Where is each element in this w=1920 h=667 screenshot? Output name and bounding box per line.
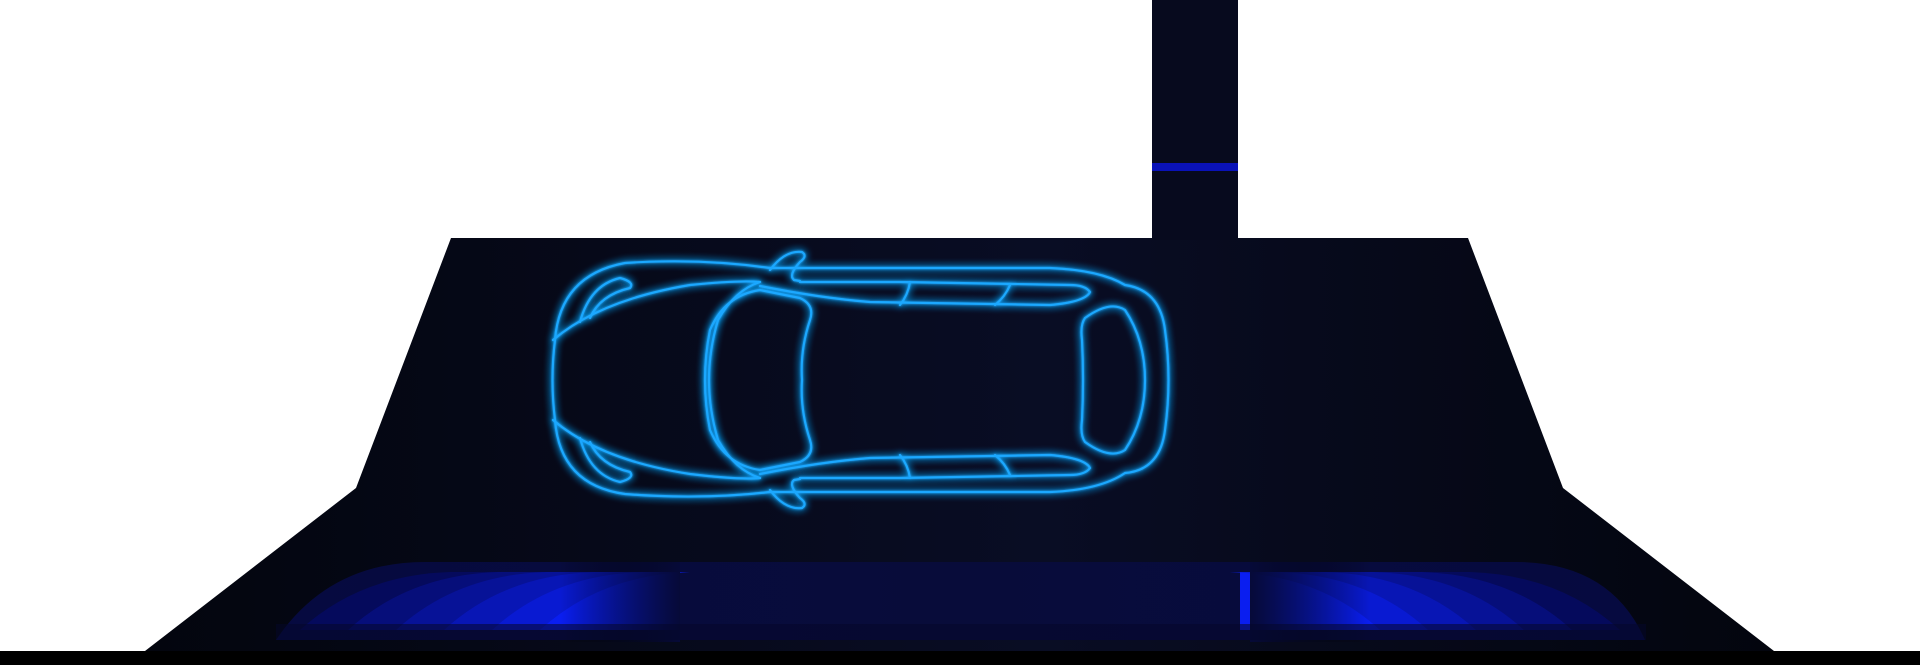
status-indicator-line [1152,163,1238,171]
floor-line [0,651,1920,665]
car-top-view-icon [551,250,1170,510]
charging-post [1152,0,1238,240]
station-body [145,238,1774,651]
floor-light-strip [276,561,1646,642]
